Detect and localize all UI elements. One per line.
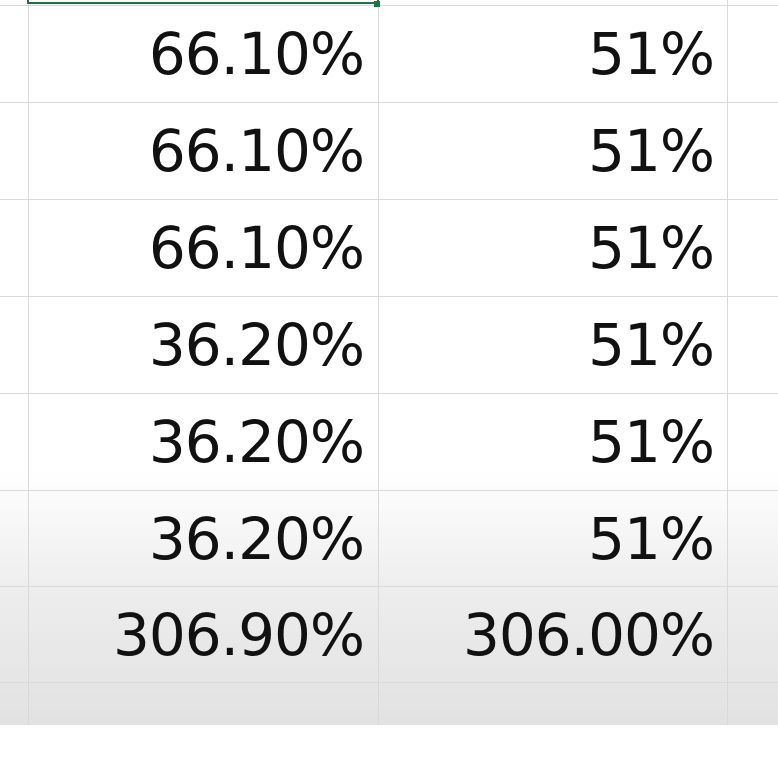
cell-b2[interactable]: 66.10% bbox=[148, 117, 365, 185]
row-divider bbox=[0, 586, 778, 587]
cell-c2[interactable]: 51% bbox=[588, 117, 715, 185]
row-divider bbox=[0, 5, 778, 6]
row-divider bbox=[0, 682, 778, 683]
row-divider bbox=[0, 490, 778, 491]
cell-b6[interactable]: 36.20% bbox=[148, 505, 365, 573]
cell-c5[interactable]: 51% bbox=[588, 408, 715, 476]
cell-b8[interactable] bbox=[29, 683, 364, 779]
row-divider bbox=[0, 296, 778, 297]
cell-b4[interactable]: 36.20% bbox=[148, 311, 365, 379]
cell-c3[interactable]: 51% bbox=[588, 214, 715, 282]
column-divider bbox=[727, 0, 728, 725]
cell-b3[interactable]: 66.10% bbox=[148, 214, 365, 282]
cell-b7-total[interactable]: 306.90% bbox=[112, 601, 365, 669]
cell-b1[interactable]: 66.10% bbox=[148, 20, 365, 88]
row-divider bbox=[0, 102, 778, 103]
cell-c6[interactable]: 51% bbox=[588, 505, 715, 573]
selected-cell-border[interactable] bbox=[27, 0, 379, 4]
cell-c7-total[interactable]: 306.00% bbox=[462, 601, 715, 669]
cell-c8[interactable] bbox=[379, 683, 714, 779]
cell-c1[interactable]: 51% bbox=[588, 20, 715, 88]
row-divider bbox=[0, 393, 778, 394]
row-divider bbox=[0, 199, 778, 200]
cell-c4[interactable]: 51% bbox=[588, 311, 715, 379]
fill-handle[interactable] bbox=[374, 1, 380, 7]
cell-b5[interactable]: 36.20% bbox=[148, 408, 365, 476]
column-divider bbox=[378, 0, 379, 725]
column-divider bbox=[28, 0, 29, 725]
